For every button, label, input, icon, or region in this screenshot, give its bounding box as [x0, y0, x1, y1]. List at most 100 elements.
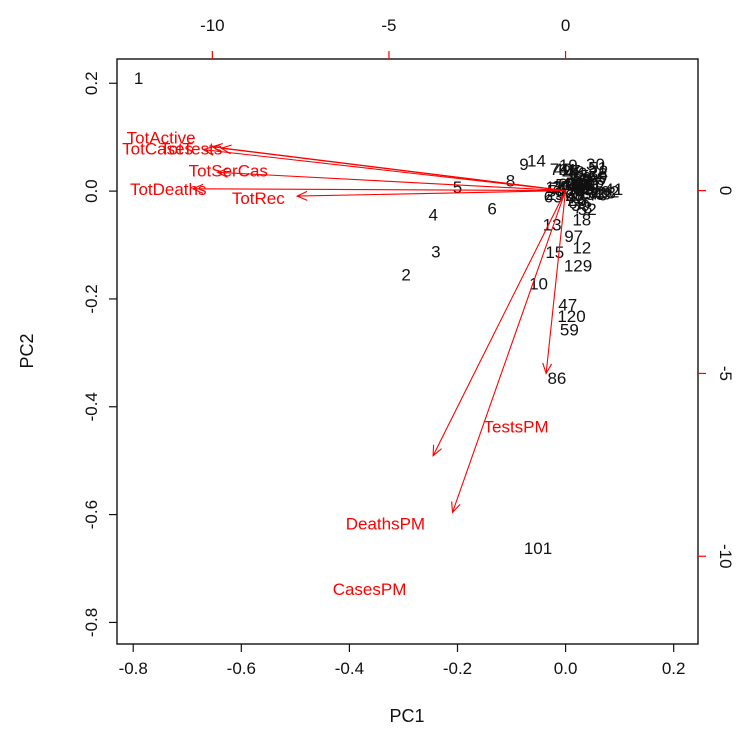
cluster-glyph: 34 [566, 184, 585, 203]
cluster-glyph: 39 [571, 196, 590, 215]
x-axis-title: PC1 [389, 706, 424, 726]
loading-arrowhead [202, 145, 215, 156]
bottom-tick-label: 0.0 [554, 659, 578, 678]
y-axis-title: PC2 [17, 333, 37, 368]
cluster-glyph: 40 [554, 160, 573, 179]
loading-label: TotCases [122, 140, 193, 159]
cluster-glyph: 49 [593, 185, 612, 204]
cluster-glyph: 63 [544, 188, 563, 207]
point-label: 101 [524, 539, 552, 558]
cluster-glyph: 30 [586, 155, 605, 174]
cluster-glyph: 59 [588, 168, 607, 187]
left-tick-label: -0.8 [82, 608, 101, 637]
point-label: 129 [564, 257, 592, 276]
point-label: 19 [559, 156, 578, 175]
cluster-glyph: 43 [574, 173, 593, 192]
cluster-glyph: 41 [604, 180, 623, 199]
loading-arrowhead [216, 167, 229, 178]
loading-label: TestsPM [484, 417, 549, 436]
point-label: 120 [557, 307, 585, 326]
cluster-glyph: 22 [573, 171, 592, 190]
cluster-glyph: 27 [562, 161, 581, 180]
cluster-glyph: 44 [576, 182, 595, 201]
cluster-glyph: 60 [568, 194, 587, 213]
point-label: 18 [572, 211, 591, 230]
point-label: 6 [487, 199, 496, 218]
cluster-glyph: 32 [568, 175, 587, 194]
top-tick-label: -10 [200, 16, 225, 35]
cluster-glyph: 42 [570, 178, 589, 197]
point-label: 14 [527, 151, 546, 170]
point-label: 8 [506, 171, 515, 190]
loading-arrow [297, 190, 566, 197]
cluster-glyph: 71 [549, 179, 568, 198]
cluster-glyph: 72 [589, 162, 608, 181]
cluster-glyph: 38 [589, 165, 608, 184]
cluster-glyph: 67 [583, 174, 602, 193]
bottom-tick-label: -0.4 [335, 659, 364, 678]
loading-label: TotRec [232, 189, 285, 208]
loading-arrow [192, 188, 566, 192]
left-tick-label: -0.4 [82, 392, 101, 421]
loading-arrowhead [432, 444, 442, 457]
cluster-glyph: 45 [562, 174, 581, 193]
point-label: 17 [545, 178, 564, 197]
cluster-glyph: 25 [587, 170, 606, 189]
loading-label: TotTests [160, 140, 222, 159]
bottom-tick-label: -0.8 [119, 659, 148, 678]
left-tick-label: -0.6 [82, 500, 101, 529]
loading-label: TotActive [127, 129, 196, 148]
loading-arrow [432, 190, 567, 456]
point-label: 47 [558, 295, 577, 314]
point-label: 86 [547, 369, 566, 388]
loading-arrow [452, 190, 567, 513]
right-tick-label: -5 [716, 366, 735, 381]
bottom-tick-label: 0.2 [662, 659, 686, 678]
point-label: 10 [529, 274, 548, 293]
loading-arrow [217, 171, 566, 192]
point-label: 5 [453, 178, 462, 197]
cluster-glyph: 66 [565, 174, 584, 193]
cluster-glyph: 62 [601, 182, 620, 201]
point-label: 2 [401, 266, 410, 285]
bottom-tick-label: -0.6 [227, 659, 256, 678]
cluster-glyph: 61 [558, 160, 577, 179]
cluster-glyph: 47 [566, 188, 585, 207]
loading-label: CasesPM [333, 580, 407, 599]
cluster-glyph: 68 [565, 186, 584, 205]
cluster-glyph: 20 [575, 177, 594, 196]
cluster-glyph: 53 [571, 176, 590, 195]
plot-frame [116, 58, 699, 645]
cluster-glyph: 52 [578, 200, 597, 219]
cluster-glyph: 23 [579, 183, 598, 202]
cluster-glyph: 64 [573, 175, 592, 194]
cluster-glyph: 65 [574, 180, 593, 199]
cluster-glyph: 37 [552, 177, 571, 196]
point-label: 12 [572, 239, 591, 258]
point-label: 1 [134, 69, 143, 88]
point-label: 97 [564, 227, 583, 246]
cluster-glyph: 36 [586, 185, 605, 204]
point-label: 13 [543, 216, 562, 235]
cluster-glyph: 54 [578, 176, 597, 195]
loading-label: DeathsPM [346, 514, 425, 533]
cluster-glyph: 46 [585, 172, 604, 191]
loading-label: TotDeaths [130, 180, 207, 199]
cluster-glyph: 73 [573, 198, 592, 217]
point-label: 4 [428, 205, 437, 224]
cluster-glyph: 48 [565, 163, 584, 182]
left-tick-label: 0.0 [82, 179, 101, 203]
top-tick-label: 0 [561, 16, 570, 35]
point-label: 9 [519, 155, 528, 174]
cluster-glyph: 31 [573, 178, 592, 197]
loading-arrowhead [295, 190, 308, 201]
right-tick-label: -10 [716, 544, 735, 569]
right-tick-label: 0 [716, 186, 735, 195]
left-tick-label: 0.2 [82, 71, 101, 95]
axes: -0.8 -0.6 -0.4 -0.2 0.0 0.2 -0.8 -0.6 -0.4 -0.2 0.… [82, 16, 735, 678]
loading-arrow [221, 147, 566, 192]
